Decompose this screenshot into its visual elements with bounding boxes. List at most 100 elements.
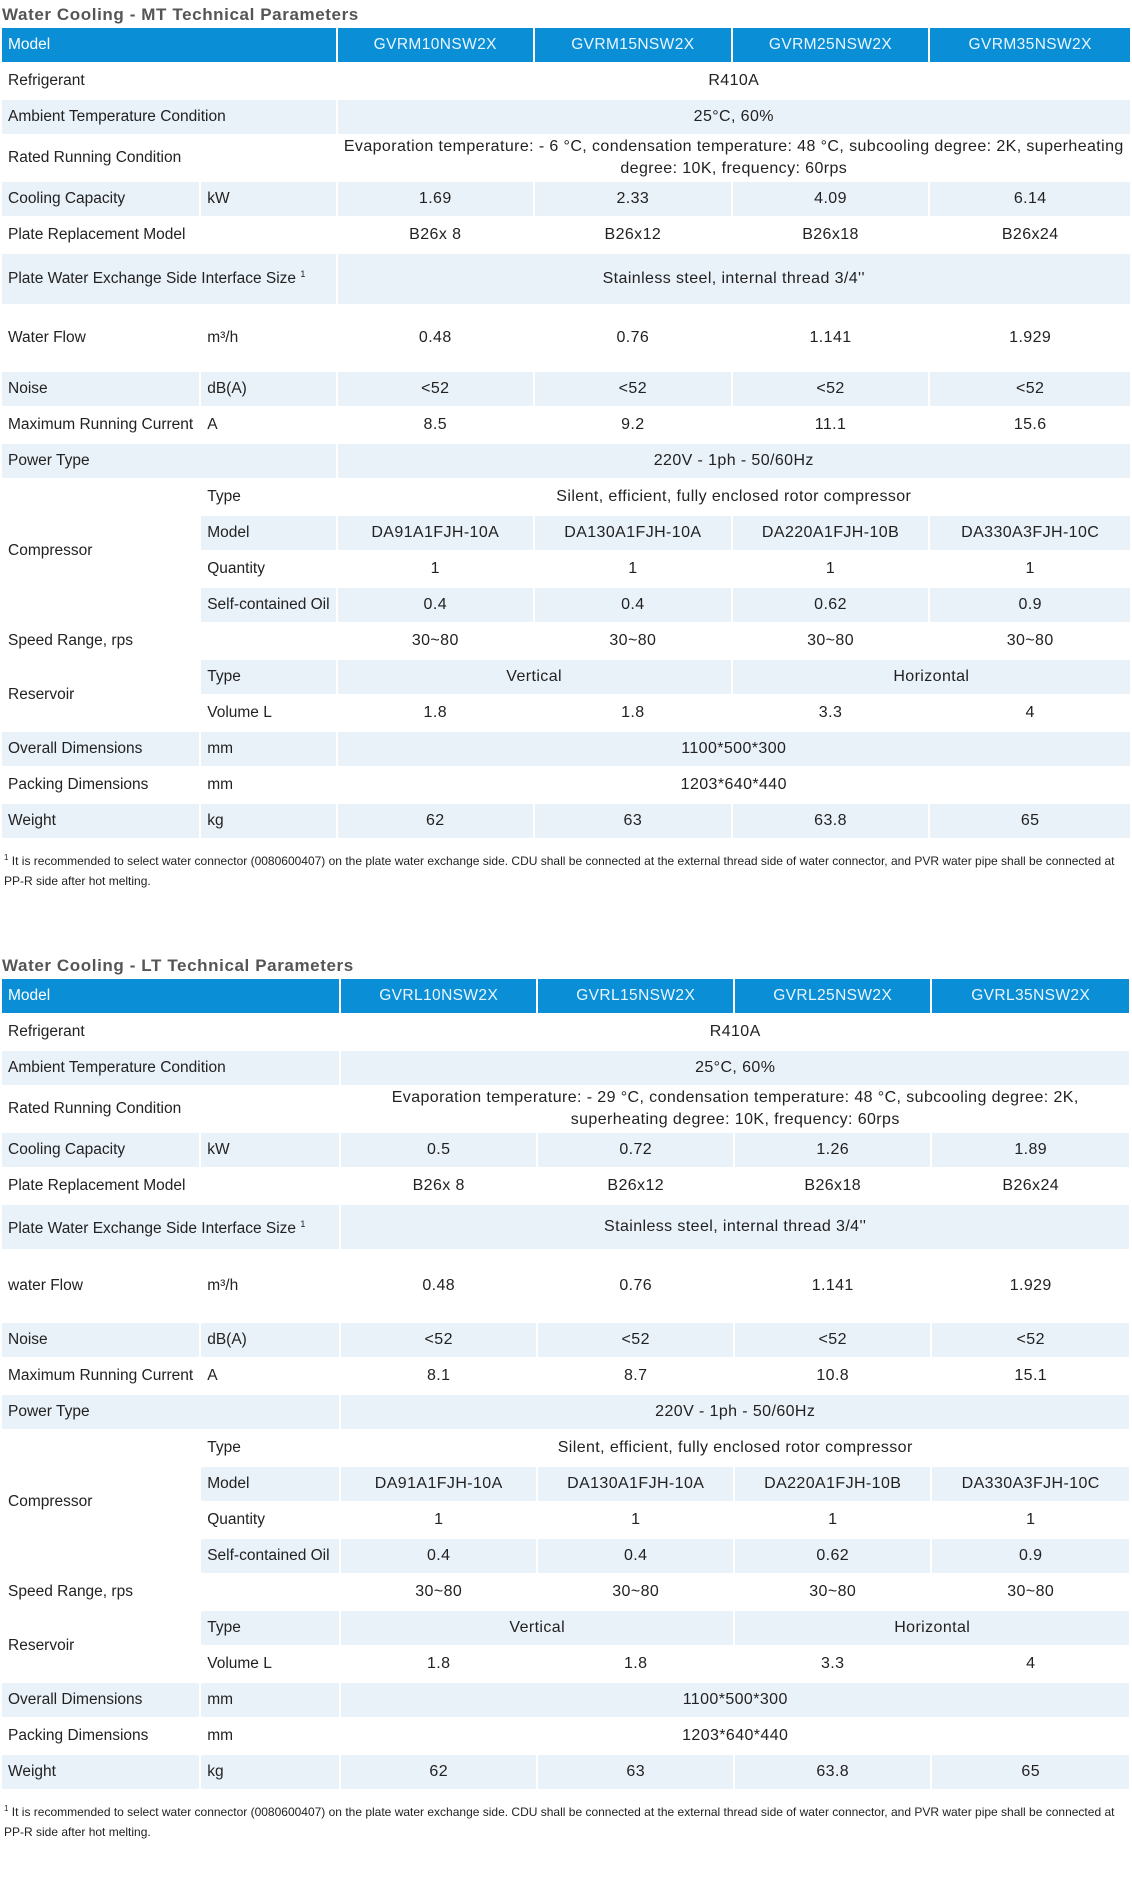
- row-value: 30~80: [411, 632, 459, 649]
- row-value: 62: [341, 1755, 537, 1789]
- model-header: GVRL35NSW2X: [932, 979, 1130, 1013]
- row-value: 10.8: [816, 1367, 850, 1384]
- row-value: 0.48: [418, 329, 452, 346]
- row-sublabel: Quantity: [207, 1511, 265, 1528]
- table-row: Plate Water Exchange Side Interface Size…: [2, 254, 1130, 304]
- row-value: 1.69: [337, 182, 533, 216]
- table-row: Packing Dimensions mm 1203*640*440: [2, 1719, 1129, 1753]
- table-row: Model DA91A1FJH-10A DA130A1FJH-10A DA220…: [2, 516, 1130, 550]
- table-row: Overall Dimensions mm 1100*500*300: [2, 1683, 1130, 1717]
- row-value: DA91A1FJH-10A: [341, 1467, 537, 1501]
- row-sublabel: Self-contained Oil: [201, 588, 336, 622]
- interface-label: Plate Water Exchange Side Interface Size: [8, 270, 297, 288]
- table-row: Cooling Capacity kW 1.69 2.33 4.09 6.14: [2, 182, 1130, 216]
- table-row: Model GVRM10NSW2X GVRM15NSW2X GVRM25NSW2…: [2, 28, 1130, 62]
- row-value: 15.1: [1014, 1367, 1048, 1384]
- row-sublabel: Type: [207, 488, 241, 505]
- row-value: 1: [825, 560, 836, 577]
- model-header: GVRL25NSW2X: [735, 979, 931, 1013]
- table-row: Quantity 1 1 1 1: [2, 552, 1130, 586]
- row-unit: dB(A): [201, 1323, 340, 1357]
- row-label: Refrigerant: [8, 1023, 85, 1040]
- lt-spec-table: Model GVRL10NSW2X GVRL15NSW2X GVRL25NSW2…: [0, 977, 1131, 1791]
- footnote-marker: 1: [4, 853, 9, 862]
- row-label: Power Type: [2, 444, 336, 478]
- model-header: GVRM35NSW2X: [930, 28, 1130, 62]
- row-label: Weight: [2, 1755, 200, 1789]
- row-value: 0.72: [538, 1133, 734, 1167]
- row-label: Overall Dimensions: [2, 1683, 200, 1717]
- row-label: water Flow: [8, 1277, 83, 1294]
- row-value: 65: [930, 804, 1130, 838]
- row-label: Ambient Temperature Condition: [2, 1051, 340, 1085]
- table-row: Weight kg 62 63 63.8 65: [2, 804, 1130, 838]
- row-value: Silent, efficient, fully enclosed rotor …: [557, 1439, 913, 1456]
- footnote-text: It is recommended to select water connec…: [4, 1805, 1115, 1839]
- table-row: Water Flow m³/h 0.48 0.76 1.141 1.929: [2, 306, 1130, 370]
- model-header: GVRL10NSW2X: [341, 979, 537, 1013]
- table-row: Refrigerant R410A: [2, 64, 1130, 98]
- row-value: 0.4: [538, 1539, 734, 1573]
- table-row: Model GVRL10NSW2X GVRL15NSW2X GVRL25NSW2…: [2, 979, 1130, 1013]
- row-unit: kg: [201, 804, 336, 838]
- row-value: 8.5: [423, 416, 447, 433]
- footnote-marker: 1: [300, 1219, 306, 1230]
- row-unit: kW: [201, 1133, 340, 1167]
- table-row: Ambient Temperature Condition 25°C, 60%: [2, 100, 1130, 134]
- row-value: DA330A3FJH-10C: [930, 516, 1130, 550]
- row-sublabel: Type: [201, 1611, 340, 1645]
- row-label: Overall Dimensions: [2, 732, 200, 766]
- row-value: 9.2: [621, 416, 645, 433]
- row-label: Power Type: [2, 1395, 340, 1429]
- table-row: Plate Replacement Model B26x 8 B26x12 B2…: [2, 218, 1130, 252]
- row-label: Plate Replacement Model: [8, 1177, 186, 1194]
- row-value: 0.5: [341, 1133, 537, 1167]
- table-row: Speed Range, rps 30~80 30~80 30~80 30~80: [2, 1575, 1129, 1609]
- table-row: Reservoir Type Vertical Horizontal: [2, 1611, 1130, 1681]
- table-row: Ambient Temperature Condition 25°C, 60%: [2, 1051, 1130, 1085]
- row-value: 1: [1026, 1511, 1036, 1528]
- row-value: 30~80: [609, 632, 657, 649]
- interface-label: Plate Water Exchange Side Interface Size: [8, 1220, 297, 1238]
- model-header-label: Model: [2, 979, 340, 1013]
- row-value: 25°C, 60%: [341, 1051, 1130, 1085]
- row-value: B26x12: [607, 1177, 665, 1194]
- reservoir-label: Reservoir: [2, 660, 200, 730]
- table-row: Reservoir Type Vertical Horizontal: [2, 660, 1130, 730]
- row-label: Ambient Temperature Condition: [2, 100, 336, 134]
- row-value: <52: [538, 1323, 734, 1357]
- row-value: R410A: [709, 1023, 761, 1040]
- table-row: Packing Dimensions mm 1203*640*440: [2, 768, 1130, 802]
- row-value: DA220A1FJH-10B: [732, 516, 929, 550]
- row-value: 11.1: [814, 416, 847, 433]
- row-unit: mm: [201, 1683, 340, 1717]
- row-label: Packing Dimensions: [8, 1727, 149, 1744]
- table-row: Power Type 220V - 1ph - 50/60Hz: [2, 444, 1130, 478]
- model-header: GVRM15NSW2X: [535, 28, 731, 62]
- row-unit: mm: [201, 732, 336, 766]
- table-row: Power Type 220V - 1ph - 50/60Hz: [2, 1395, 1130, 1429]
- row-unit: mm: [207, 1727, 234, 1744]
- row-value: 8.1: [426, 1367, 451, 1384]
- footnote-marker: 1: [300, 269, 306, 280]
- row-value: 15.6: [1013, 416, 1047, 433]
- footnote-marker: 1: [4, 1804, 9, 1813]
- row-value: 1: [631, 1511, 641, 1528]
- row-value: 2.33: [535, 182, 731, 216]
- row-label: Speed Range, rps: [8, 632, 133, 649]
- row-value: 0.9: [932, 1539, 1130, 1573]
- row-value: 0.4: [535, 588, 731, 622]
- row-label: Water Flow: [8, 329, 86, 346]
- row-value: 65: [932, 1755, 1130, 1789]
- row-label: Cooling Capacity: [2, 1133, 200, 1167]
- row-value: 0.62: [732, 588, 929, 622]
- row-unit: mm: [207, 776, 234, 793]
- row-value: 25°C, 60%: [337, 100, 1130, 134]
- footnote: 1 It is recommended to select water conn…: [0, 840, 1128, 891]
- table-row: Refrigerant R410A: [2, 1015, 1129, 1049]
- footnote-text: It is recommended to select water connec…: [4, 854, 1115, 888]
- row-value: <52: [341, 1323, 537, 1357]
- row-value: Stainless steel, internal thread 3/4'': [337, 254, 1130, 304]
- table-row: Maximum Running Current A 8.1 8.7 10.8 1…: [2, 1359, 1129, 1393]
- row-value: Vertical: [337, 660, 731, 694]
